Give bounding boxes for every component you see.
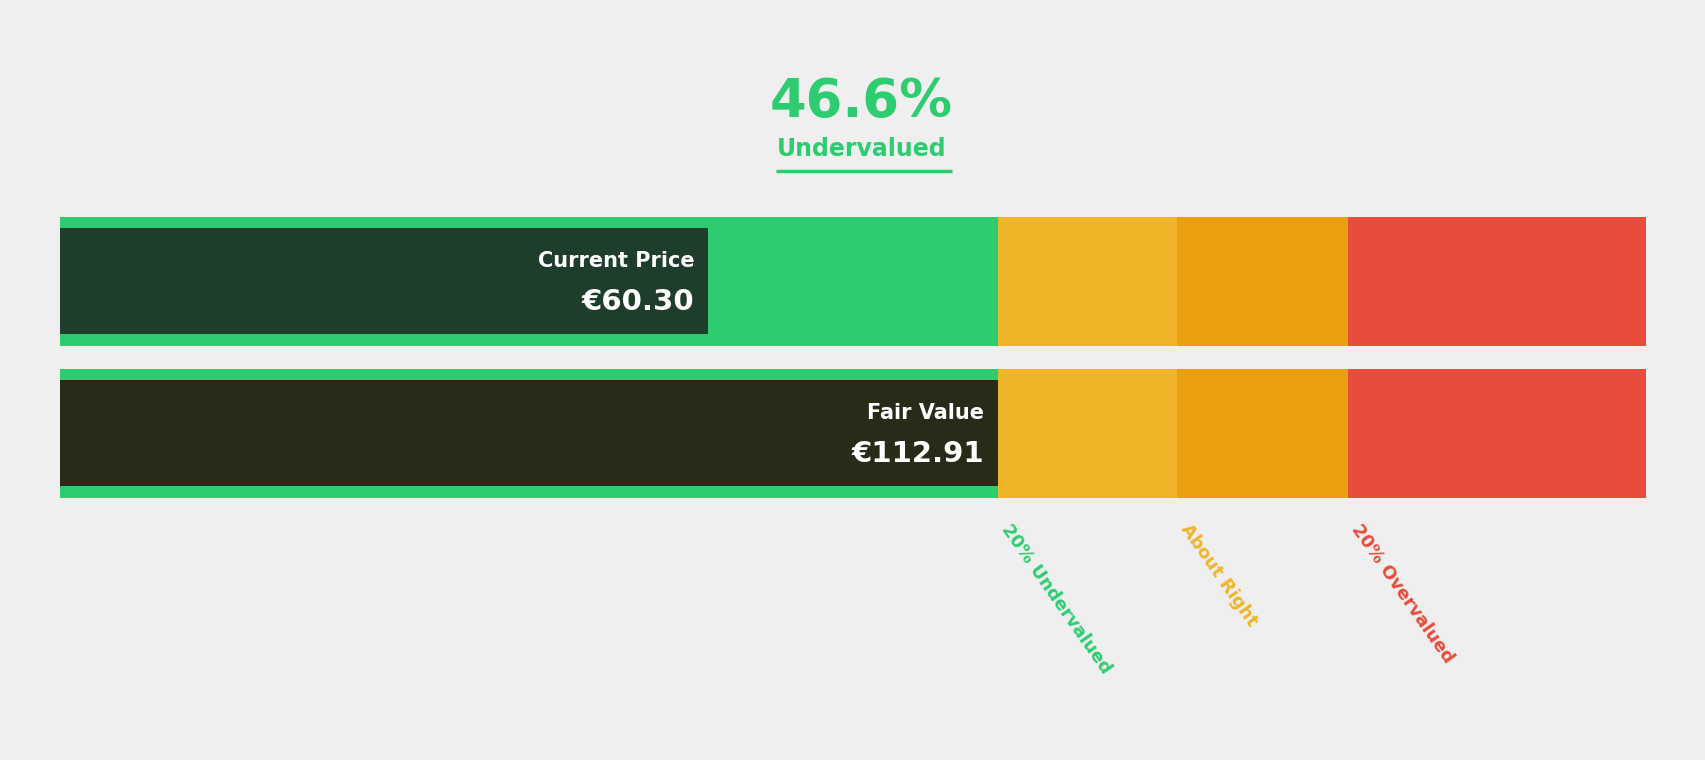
- Text: Undervalued: Undervalued: [776, 137, 946, 161]
- Text: Current Price: Current Price: [537, 251, 694, 271]
- Bar: [60, 369, 997, 498]
- Text: 46.6%: 46.6%: [769, 76, 953, 128]
- Text: 20% Overvalued: 20% Overvalued: [1347, 521, 1456, 667]
- Text: €112.91: €112.91: [851, 440, 984, 467]
- Bar: [60, 369, 997, 378]
- Bar: [60, 217, 997, 346]
- Bar: [997, 369, 1176, 498]
- Bar: [997, 217, 1176, 346]
- Bar: [60, 337, 997, 346]
- Bar: [1176, 217, 1347, 346]
- Text: €60.30: €60.30: [581, 288, 694, 315]
- Bar: [1347, 217, 1645, 346]
- Text: 20% Undervalued: 20% Undervalued: [997, 521, 1115, 677]
- Bar: [1176, 369, 1347, 498]
- Text: About Right: About Right: [1176, 521, 1260, 630]
- Text: Fair Value: Fair Value: [866, 403, 984, 423]
- Bar: [60, 380, 997, 486]
- Bar: [60, 228, 708, 334]
- Bar: [1347, 369, 1645, 498]
- Bar: [60, 489, 997, 498]
- Bar: [60, 217, 997, 226]
